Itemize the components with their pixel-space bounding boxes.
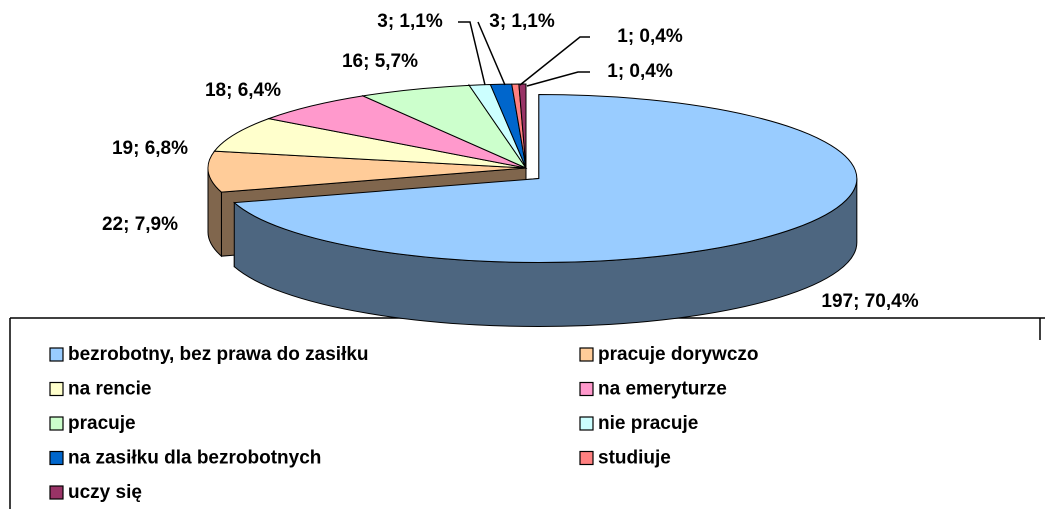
slice: [213, 118, 527, 169]
legend-label: pracuje: [68, 413, 136, 434]
data-label: 18; 6,4%: [205, 80, 281, 101]
legend-label: bezrobotny, bez prawa do zasiłku: [68, 344, 369, 365]
legend-swatch: [49, 381, 64, 397]
legend-swatch: [49, 485, 64, 500]
legend-label: nie pracuje: [598, 413, 698, 434]
legend-swatch: [579, 381, 594, 397]
data-label: 1; 0,4%: [617, 26, 683, 47]
data-label: 3; 1,1%: [489, 11, 555, 32]
legend-swatch: [49, 416, 64, 431]
data-label: 22; 7,9%: [102, 214, 178, 235]
legend-label: na zasiłku dla bezrobotnych: [68, 448, 321, 469]
data-label: 3; 1,1%: [377, 11, 443, 32]
data-label: 19; 6,8%: [112, 138, 188, 159]
legend-label: uczy się: [68, 482, 142, 503]
legend-swatch: [49, 450, 64, 466]
legend-label: pracuje dorywczo: [598, 344, 759, 365]
legend-swatch: [49, 347, 64, 362]
legend-label: na emeryturze: [598, 379, 727, 400]
slice: [207, 150, 527, 193]
legend-swatch: [579, 450, 594, 466]
leader-line: [519, 36, 590, 86]
legend-label: studiuje: [598, 448, 671, 469]
data-label: 1; 0,4%: [607, 61, 673, 82]
legend-label: na rencie: [68, 379, 151, 400]
legend-swatch: [579, 347, 594, 362]
data-label: 16; 5,7%: [342, 51, 418, 72]
data-label: 197; 70,4%: [821, 291, 918, 312]
leader-line: [526, 71, 590, 87]
leader-line: [477, 21, 506, 86]
slice: [266, 95, 527, 169]
leader-line: [458, 21, 486, 86]
slice: [233, 94, 858, 264]
legend-swatch: [579, 416, 594, 431]
